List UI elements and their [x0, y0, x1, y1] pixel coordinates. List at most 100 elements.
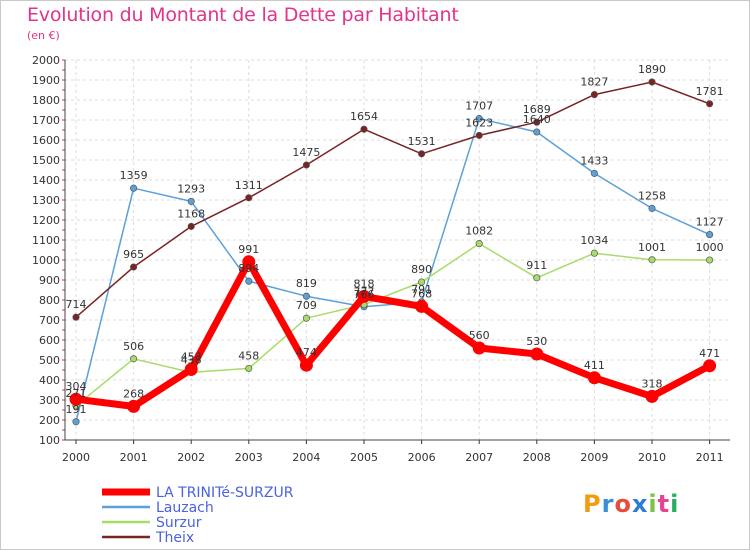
- data-point: [590, 91, 598, 99]
- x-tick-label: 2000: [62, 451, 90, 464]
- data-label: 894: [238, 262, 259, 275]
- x-tick-label: 2008: [523, 451, 551, 464]
- data-point: [530, 347, 544, 361]
- x-tick-label: 2004: [292, 451, 320, 464]
- data-point: [706, 256, 714, 264]
- proxiti-logo: Proxiti: [583, 490, 679, 518]
- data-point: [184, 362, 198, 376]
- data-label: 1654: [350, 110, 378, 123]
- x-tick-label: 2010: [638, 451, 666, 464]
- chart-title: Evolution du Montant de la Dette par Hab…: [27, 4, 459, 26]
- y-tick-label: 400: [39, 374, 60, 387]
- y-tick-label: 600: [39, 334, 60, 347]
- y-tick-label: 2000: [32, 54, 60, 67]
- logo-letter: r: [601, 490, 615, 518]
- data-label: 1311: [235, 179, 263, 192]
- data-point: [706, 100, 714, 108]
- data-label: 438: [181, 353, 202, 366]
- logo-letter: t: [657, 490, 671, 518]
- data-point: [130, 263, 138, 271]
- data-point: [472, 341, 486, 355]
- series-line-la-trinit-surzur: [72, 258, 714, 410]
- series-line-theix: [75, 81, 711, 318]
- y-tick-label: 1600: [32, 134, 60, 147]
- data-point: [127, 399, 141, 413]
- data-label: 1623: [465, 116, 493, 129]
- data-label: 271: [66, 387, 87, 400]
- data-label: 318: [642, 377, 663, 390]
- data-label: 471: [699, 347, 720, 360]
- data-label: 530: [526, 335, 547, 348]
- y-tick-label: 1200: [32, 214, 60, 227]
- data-label: 474: [296, 346, 317, 359]
- data-label: 1082: [465, 225, 493, 238]
- data-point: [645, 389, 659, 403]
- data-label: 1359: [120, 169, 148, 182]
- x-tick-label: 2006: [408, 451, 436, 464]
- y-tick-label: 200: [39, 414, 60, 427]
- legend-label: Theix: [155, 530, 194, 546]
- logo-letter: i: [648, 490, 658, 518]
- data-label: 911: [526, 259, 547, 272]
- data-label: 458: [238, 349, 259, 362]
- y-tick-label: 300: [39, 394, 60, 407]
- y-tick-label: 100: [39, 434, 60, 447]
- data-label: 819: [296, 277, 317, 290]
- data-label: 1640: [523, 113, 551, 126]
- data-point: [187, 197, 195, 205]
- y-tick-label: 1500: [32, 154, 60, 167]
- data-point: [72, 418, 80, 426]
- data-label: 1475: [292, 146, 320, 159]
- data-point: [648, 204, 656, 212]
- data-label: 1890: [638, 63, 666, 76]
- data-point: [302, 161, 310, 169]
- x-tick-label: 2007: [465, 451, 493, 464]
- logo-letter: P: [583, 490, 602, 518]
- y-tick-label: 1700: [32, 114, 60, 127]
- data-label: 965: [123, 248, 144, 261]
- data-label: 1707: [465, 100, 493, 113]
- legend-label: Surzur: [156, 515, 202, 531]
- data-label: 1258: [638, 189, 666, 202]
- data-point: [299, 358, 313, 372]
- data-label: 268: [123, 387, 144, 400]
- data-point: [648, 256, 656, 264]
- data-point: [590, 249, 598, 257]
- data-point: [475, 131, 483, 139]
- x-tick-label: 2001: [120, 451, 148, 464]
- data-point: [302, 314, 310, 322]
- data-point: [302, 292, 310, 300]
- chart-subtitle: (en €): [27, 29, 60, 42]
- data-label: 1293: [177, 182, 205, 195]
- data-point: [418, 150, 426, 158]
- data-label: 1781: [696, 85, 724, 98]
- data-label: 560: [469, 329, 490, 342]
- y-tick-label: 500: [39, 354, 60, 367]
- data-label: 890: [411, 263, 432, 276]
- data-label: 1168: [177, 207, 205, 220]
- data-point: [533, 274, 541, 282]
- data-label: 453: [181, 350, 202, 363]
- data-label: 1531: [408, 135, 436, 148]
- data-label: 506: [123, 340, 144, 353]
- data-point: [360, 125, 368, 133]
- logo-letter: x: [631, 490, 649, 518]
- y-tick-label: 1100: [32, 234, 60, 247]
- y-tick-label: 800: [39, 294, 60, 307]
- data-label: 791: [411, 283, 432, 296]
- data-point: [418, 278, 426, 286]
- series-line-surzur: [75, 242, 711, 407]
- y-tick-label: 1400: [32, 174, 60, 187]
- data-point: [533, 128, 541, 136]
- data-point: [415, 299, 429, 313]
- data-point: [706, 231, 714, 239]
- data-label: 714: [66, 298, 87, 311]
- data-label: 304: [66, 380, 87, 393]
- data-label: 1001: [638, 241, 666, 254]
- data-label: 1689: [523, 103, 551, 116]
- y-tick-label: 700: [39, 314, 60, 327]
- data-point: [130, 184, 138, 192]
- data-point: [703, 359, 717, 373]
- data-point: [475, 115, 483, 123]
- data-point: [475, 240, 483, 248]
